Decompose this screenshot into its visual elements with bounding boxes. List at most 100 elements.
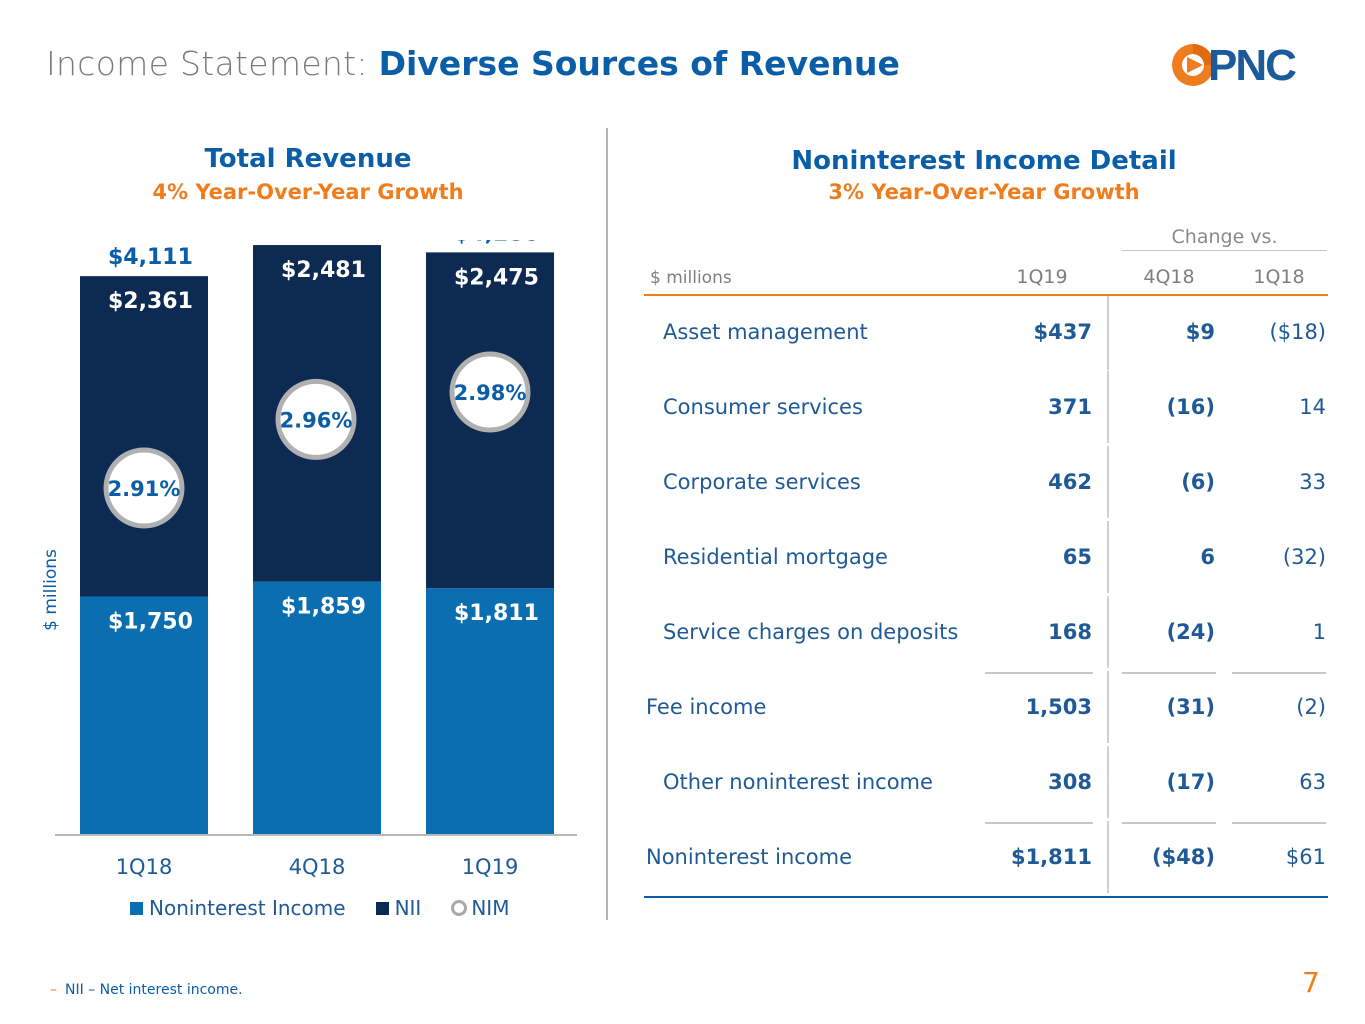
header-rule (644, 294, 1328, 296)
row-value-col2: (31) (1166, 695, 1215, 719)
label-total-1Q19: $4,286 (454, 240, 539, 246)
units-label: $ millions (650, 268, 732, 288)
row-value-col2: (6) (1181, 470, 1215, 494)
bar-noninterest-1Q19 (426, 588, 554, 834)
nim-circle-1Q18 (103, 447, 185, 529)
row-value-col3: $61 (1285, 845, 1326, 869)
page-number: 7 (1302, 966, 1320, 999)
revenue-chart: $1,750 $2,361 $4,111 1Q18 2.91% $1,859 $2,481 $… (55, 240, 577, 879)
row-label: Other noninterest income (663, 770, 933, 794)
row-value-col2: (24) (1166, 620, 1215, 644)
row-value-col3: 33 (1299, 470, 1326, 494)
pnc-logo (1172, 44, 1214, 86)
row-value-col2: (16) (1166, 395, 1215, 419)
row-label: Corporate services (663, 470, 861, 494)
row-value-col1: 371 (1048, 395, 1092, 419)
legend-label-noninterest: Noninterest Income (149, 896, 346, 920)
logo-text: PNC (1208, 41, 1297, 90)
row-value-col1: $437 (1033, 320, 1092, 344)
page-title: Income Statement: Diverse Sources of Rev… (46, 44, 900, 83)
row-label: Asset management (663, 320, 868, 344)
label-nii-4Q18: $2,481 (281, 258, 366, 283)
subtotal-rule (985, 672, 1093, 674)
nim-label-1Q18: 2.91% (108, 477, 181, 501)
row-value-col1: 1,503 (1025, 695, 1092, 719)
noninterest-detail-subtitle: 3% Year-Over-Year Growth (828, 180, 1140, 204)
change-vs-header: Change vs. (1171, 226, 1278, 248)
legend-item-noninterest: Noninterest Income (130, 896, 346, 920)
row-value-col3: 14 (1299, 395, 1326, 419)
column-separator (1107, 746, 1109, 818)
legend-item-nim: NIM (451, 896, 509, 920)
row-label: Residential mortgage (663, 545, 888, 569)
col-header-1q19: 1Q19 (1016, 266, 1068, 288)
column-separator (1107, 446, 1109, 518)
subtotal-rule (1122, 822, 1216, 824)
tick-label-1Q18: 1Q18 (116, 855, 173, 879)
column-separator (1107, 596, 1109, 668)
row-value-col2: $9 (1185, 320, 1215, 344)
table-bottom-rule (644, 896, 1328, 898)
label-noninterest-1Q19: $1,811 (454, 601, 539, 626)
bar-noninterest-1Q18 (80, 596, 208, 834)
column-separator (1107, 821, 1109, 893)
label-nii-1Q18: $2,361 (108, 289, 193, 314)
label-noninterest-4Q18: $1,859 (281, 595, 366, 620)
legend-swatch-nii (375, 901, 389, 915)
footnote: – NII – Net interest income. (50, 982, 243, 998)
row-value-col2: (17) (1166, 770, 1215, 794)
section-divider (606, 128, 608, 920)
bar-nii-1Q18 (80, 276, 208, 597)
nim-label-4Q18: 2.96% (280, 408, 353, 432)
row-value-col1: 462 (1048, 470, 1092, 494)
tick-label-1Q19: 1Q19 (462, 855, 519, 879)
footnote-text: NII – Net interest income. (65, 982, 243, 998)
row-value-col3: 63 (1299, 770, 1326, 794)
row-label: Fee income (646, 695, 767, 719)
row-value-col1: 168 (1048, 620, 1092, 644)
title-prefix: Income Statement: (46, 44, 379, 83)
subtotal-rule (1232, 672, 1326, 674)
row-value-col2: 6 (1200, 545, 1215, 569)
legend-item-nii: NII (375, 896, 422, 920)
row-value-col3: (32) (1282, 545, 1326, 569)
title-highlight: Diverse Sources of Revenue (378, 44, 900, 83)
legend-swatch-noninterest (130, 901, 143, 915)
legend-circle-nim (451, 900, 468, 916)
row-value-col3: ($18) (1269, 320, 1326, 344)
tick-label-4Q18: 4Q18 (289, 855, 346, 879)
row-value-col1: 308 (1048, 770, 1092, 794)
column-separator (1107, 671, 1109, 743)
legend-label-nim: NIM (471, 896, 510, 920)
label-nii-1Q19: $2,475 (454, 265, 539, 290)
nim-label-1Q19: 2.98% (454, 381, 527, 405)
total-revenue-subtitle: 4% Year-Over-Year Growth (152, 180, 464, 204)
col-header-1q18: 1Q18 (1253, 266, 1305, 288)
label-total-1Q18: $4,111 (108, 245, 193, 270)
row-label: Consumer services (663, 395, 863, 419)
subtotal-rule (1232, 822, 1326, 824)
row-value-col1: $1,811 (1010, 845, 1092, 869)
subtotal-rule (985, 822, 1093, 824)
total-revenue-title: Total Revenue (204, 144, 412, 174)
row-value-col3: 1 (1312, 620, 1326, 644)
nim-circle-4Q18 (275, 378, 357, 460)
column-separator (1107, 296, 1109, 370)
column-separator (1107, 371, 1109, 443)
row-label: Noninterest income (646, 845, 853, 869)
label-noninterest-1Q18: $1,750 (108, 610, 193, 635)
chart-legend: Noninterest Income NII NIM (130, 896, 539, 920)
change-vs-underline (1122, 250, 1327, 251)
row-label: Service charges on deposits (663, 620, 959, 644)
col-header-4q18: 4Q18 (1143, 266, 1195, 288)
row-value-col2: ($48) (1151, 845, 1215, 869)
subtotal-rule (1122, 672, 1216, 674)
bar-noninterest-4Q18 (253, 581, 381, 834)
nim-circle-1Q19 (449, 351, 531, 433)
row-value-col3: (2) (1296, 695, 1326, 719)
column-separator (1107, 521, 1109, 593)
footnote-dash: – (50, 982, 57, 998)
noninterest-detail-title: Noninterest Income Detail (791, 146, 1177, 176)
row-value-col1: 65 (1062, 545, 1092, 569)
legend-label-nii: NII (394, 896, 422, 920)
